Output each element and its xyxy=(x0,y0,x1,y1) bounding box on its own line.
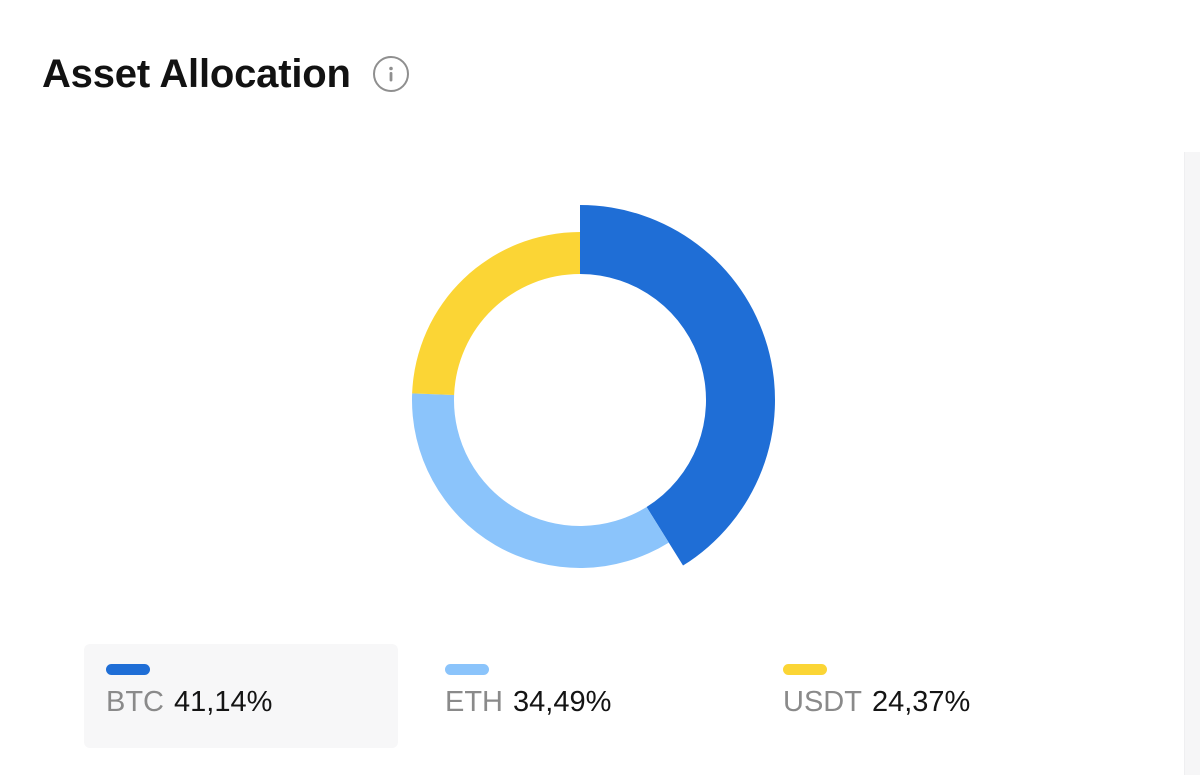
legend-value-usdt: 24,37% xyxy=(871,686,971,718)
donut-chart xyxy=(411,205,776,568)
donut-slice-usdt[interactable] xyxy=(412,232,580,396)
info-icon[interactable] xyxy=(372,56,409,92)
donut-slice-btc[interactable] xyxy=(580,205,776,566)
legend-swatch-btc xyxy=(106,664,150,675)
legend-text-usdt: USDT 24,37% xyxy=(783,686,970,719)
legend-text-eth: ETH 34,49% xyxy=(445,686,611,719)
donut-slice-eth[interactable] xyxy=(411,393,669,568)
info-glyph xyxy=(388,66,393,82)
legend-value-eth: 34,49% xyxy=(513,686,612,718)
legend-text-btc: BTC 41,14% xyxy=(106,686,272,719)
legend-item-usdt[interactable]: USDT 24,37% xyxy=(761,644,1075,748)
page-title: Asset Allocation xyxy=(42,51,351,96)
legend-item-btc[interactable]: BTC 41,14% xyxy=(84,644,398,748)
legend-label-eth: ETH xyxy=(445,686,503,718)
legend-swatch-usdt xyxy=(783,664,827,675)
legend-value-btc: 41,14% xyxy=(174,686,273,718)
scroll-edge xyxy=(1184,152,1200,775)
chart-legend: BTC 41,14% ETH 34,49% USDT 24,37% xyxy=(0,644,1184,748)
header: Asset Allocation xyxy=(42,48,409,100)
legend-swatch-eth xyxy=(445,664,489,675)
legend-label-btc: BTC xyxy=(106,686,164,718)
legend-item-eth[interactable]: ETH 34,49% xyxy=(423,644,737,748)
legend-label-usdt: USDT xyxy=(783,686,862,718)
